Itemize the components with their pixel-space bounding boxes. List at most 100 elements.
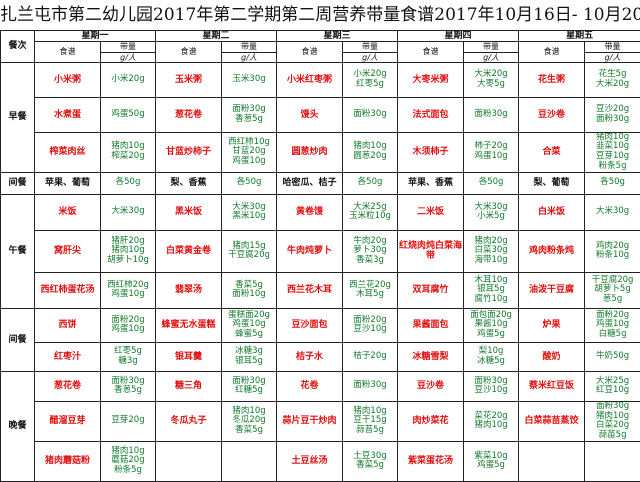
dish-quantity: 大米30g xyxy=(101,194,156,230)
dish-name: 糖三角 xyxy=(156,371,222,401)
quantity-column-header: 带量 xyxy=(585,42,640,52)
dish-quantity: 香菜5g 面粉10g xyxy=(222,272,277,308)
dish-quantity: 大米20g 大枣5g xyxy=(464,62,519,97)
dish-quantity: 面粉30g 豆沙10g xyxy=(464,371,519,401)
meal-label: 间餐 xyxy=(1,308,35,371)
dish-name: 木须柿子 xyxy=(398,132,464,172)
dish-name: 西兰花木耳 xyxy=(277,272,343,308)
dish-name: 水煮蛋 xyxy=(35,97,101,132)
dish-quantity: 鸡肉20g 粉条10g xyxy=(585,230,640,272)
dish-name: 葱花卷 xyxy=(35,371,101,401)
dish-name: 西红柿蛋花汤 xyxy=(35,272,101,308)
dish-name: 苹果、香蕉 xyxy=(398,172,464,194)
dish-quantity: 猪肉10g 蘑菇20g 粉条5g xyxy=(101,441,156,481)
dish-name: 红枣汁 xyxy=(35,342,101,371)
dish-quantity: 西红柿10g 甘蓝20g 鸡蛋10g xyxy=(222,132,277,172)
dish-quantity: 各50g xyxy=(585,172,640,194)
dish-quantity: 面包面20g 果酱10g 鸡蛋5g xyxy=(464,308,519,342)
menu-page: 扎兰屯市第二幼儿园2017年第二学期第二周营养带量食谱2017年10月16日- … xyxy=(0,0,640,454)
dish-name: 白米饭 xyxy=(519,194,585,230)
dish-quantity: 梨10g 冰糖5g xyxy=(464,342,519,371)
quantity-column-header: 带量 xyxy=(464,42,519,52)
dish-quantity: 面粉30g 香葱5g xyxy=(222,97,277,132)
dish-quantity: 冰糖3g 银耳5g xyxy=(222,342,277,371)
dish-quantity: 大米25g 红豆10g xyxy=(585,371,640,401)
dish-quantity: 猪肉10g 韭菜10g 豆芽10g 粉条5g xyxy=(585,132,640,172)
dish-name: 银耳羹 xyxy=(156,342,222,371)
quantity-column-header: 带量 xyxy=(222,42,277,52)
dish-name: 榨菜肉丝 xyxy=(35,132,101,172)
dish-column-header: 食谱 xyxy=(156,42,222,62)
dish-quantity: 土豆30g 香菜5g xyxy=(343,441,398,481)
dish-quantity: 面粉20g 鸡蛋10g xyxy=(101,308,156,342)
dish-name: 肉炒菜花 xyxy=(398,401,464,441)
dish-quantity xyxy=(222,441,277,481)
dish-quantity: 各50g xyxy=(464,172,519,194)
dish-quantity: 大米30g 黑米10g xyxy=(222,194,277,230)
dish-name: 圆葱炒肉 xyxy=(277,132,343,172)
dish-quantity: 面粉20g 豆沙10g xyxy=(343,308,398,342)
dish-quantity: 面粉30g 猪肉10g 白菜20g 蒜苗5g xyxy=(585,401,640,441)
dish-quantity: 蛋糕面20g 鸡蛋10g 蜂蜜5g xyxy=(222,308,277,342)
dish-name: 梨、葡萄 xyxy=(519,172,585,194)
dish-quantity: 玉米30g xyxy=(222,62,277,97)
dish-name: 桔子水 xyxy=(277,342,343,371)
dish-column-header: 食谱 xyxy=(35,42,101,62)
dish-name: 双耳腐竹 xyxy=(398,272,464,308)
dish-name: 紫菜蛋花汤 xyxy=(398,441,464,481)
dish-quantity: 桔子20g xyxy=(343,342,398,371)
dish-column-header: 食谱 xyxy=(398,42,464,62)
dish-name: 葱花卷 xyxy=(156,97,222,132)
dish-name: 苹果、葡萄 xyxy=(35,172,101,194)
dish-quantity: 面粉30g xyxy=(343,371,398,401)
meal-label: 间餐 xyxy=(1,172,35,194)
dish-quantity: 猪肉10g 圆葱20g xyxy=(343,132,398,172)
dish-name: 红烧肉炖白菜海带 xyxy=(398,230,464,272)
quantity-column-header: 带量 xyxy=(343,42,398,52)
dish-name: 馒头 xyxy=(277,97,343,132)
dish-name: 哈密瓜、桔子 xyxy=(277,172,343,194)
dish-name: 合菜 xyxy=(519,132,585,172)
quantity-column-header: 带量 xyxy=(101,42,156,52)
dish-name: 法式面包 xyxy=(398,97,464,132)
dish-name: 油泼干豆腐 xyxy=(519,272,585,308)
dish-quantity: 小米20g 红枣5g xyxy=(343,62,398,97)
dish-name: 豆沙卷 xyxy=(398,371,464,401)
dish-name: 翡翠汤 xyxy=(156,272,222,308)
day-header: 星期二 xyxy=(156,31,277,42)
dish-name xyxy=(519,441,585,481)
unit-label: g/人 xyxy=(464,52,519,62)
day-header: 星期五 xyxy=(519,31,640,42)
dish-name: 大枣米粥 xyxy=(398,62,464,97)
dish-quantity: 鸡蛋50g xyxy=(101,97,156,132)
dish-name: 窝肝尖 xyxy=(35,230,101,272)
dish-quantity: 菜花20g 猪肉10g xyxy=(464,401,519,441)
dish-quantity: 小米20g xyxy=(101,62,156,97)
dish-quantity xyxy=(585,441,640,481)
day-header: 星期三 xyxy=(277,31,398,42)
dish-quantity: 猪肉10g 冬瓜20g 香菜5g xyxy=(222,401,277,441)
dish-name: 小米红枣粥 xyxy=(277,62,343,97)
dish-name: 炉果 xyxy=(519,308,585,342)
meal-label: 晚餐 xyxy=(1,371,35,481)
dish-quantity: 木耳10g 银耳5g 腐竹10g xyxy=(464,272,519,308)
dish-name: 白菜黄金卷 xyxy=(156,230,222,272)
page-title: 扎兰屯市第二幼儿园2017年第二学期第二周营养带量食谱2017年10月16日- … xyxy=(0,0,640,30)
dish-quantity: 猪肉20g 白菜30g 海带10g xyxy=(464,230,519,272)
meal-label: 午餐 xyxy=(1,194,35,308)
dish-quantity: 牛肉20g 萝卜30g 香菜3g xyxy=(343,230,398,272)
dish-quantity: 紫菜10g 鸡蛋5g xyxy=(464,441,519,481)
dish-quantity: 豆沙20g 面粉30g xyxy=(585,97,640,132)
dish-name: 蔡米红豆饭 xyxy=(519,371,585,401)
dish-name: 二米饭 xyxy=(398,194,464,230)
dish-name: 牛肉炖萝卜 xyxy=(277,230,343,272)
dish-name xyxy=(156,441,222,481)
dish-name: 猪肉蘑菇粉 xyxy=(35,441,101,481)
